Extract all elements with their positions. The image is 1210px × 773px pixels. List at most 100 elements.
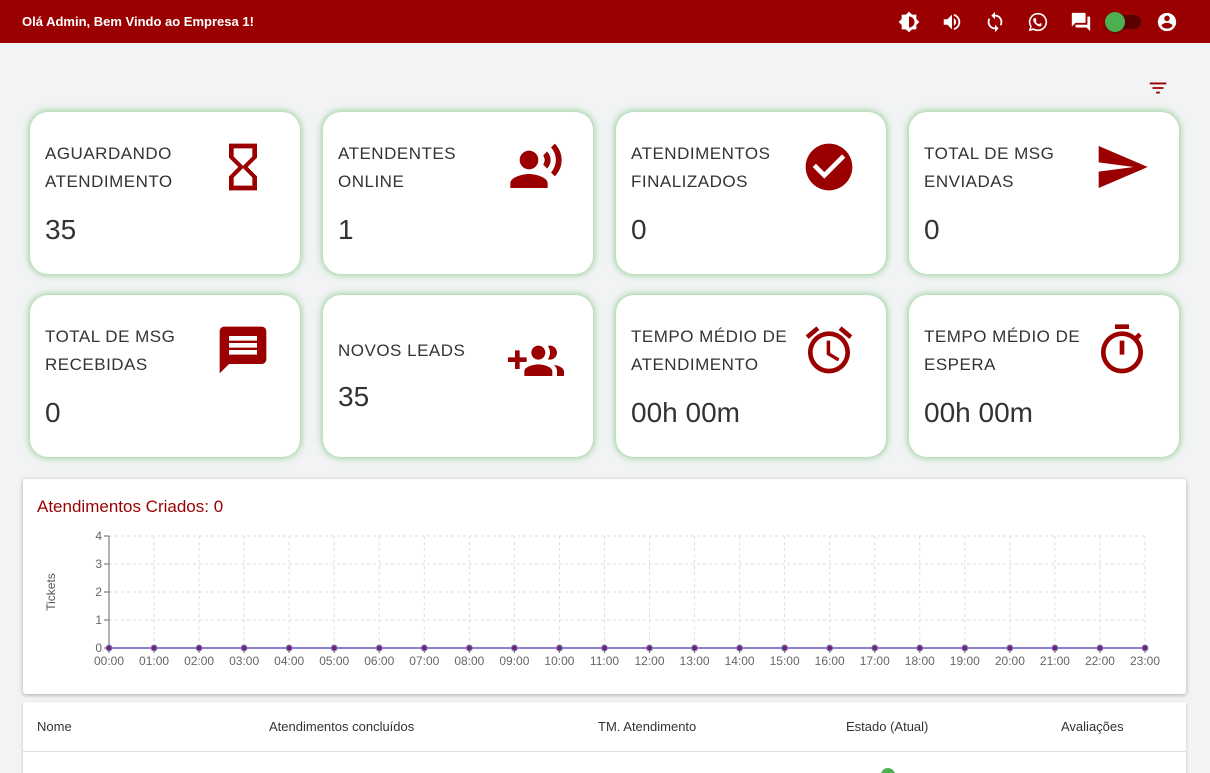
data-point [330, 644, 338, 652]
data-point [781, 644, 789, 652]
data-point [555, 644, 563, 652]
card-value: 0 [45, 397, 61, 428]
data-point [916, 644, 924, 652]
data-point [871, 644, 879, 652]
data-point [420, 644, 428, 652]
card-label: TEMPO MÉDIO DE ATENDIMENTO [631, 327, 788, 374]
column-header-avaliacoes[interactable]: Avaliações [1061, 719, 1124, 734]
timer-icon [1093, 321, 1151, 379]
x-tick-label: 05:00 [319, 654, 349, 668]
whatsapp-icon[interactable] [1016, 0, 1059, 43]
x-tick-label: 19:00 [950, 654, 980, 668]
x-tick-label: 08:00 [454, 654, 484, 668]
card-value: 0 [631, 214, 647, 245]
refresh-icon[interactable] [973, 0, 1016, 43]
data-point [375, 644, 383, 652]
toggle-switch[interactable] [1102, 0, 1145, 43]
x-tick-label: 09:00 [499, 654, 529, 668]
card-label: ATENDENTES ONLINE [338, 144, 457, 191]
x-tick-label: 06:00 [364, 654, 394, 668]
data-point [600, 644, 608, 652]
y-tick-label: 0 [95, 641, 102, 655]
card-value: 35 [45, 214, 77, 245]
card-label: ATENDIMENTOS FINALIZADOS [631, 144, 771, 191]
card-atendentes-online: ATENDENTES ONLINE 1 [323, 112, 593, 274]
alarm-icon [800, 321, 858, 379]
top-app-bar: Olá Admin, Bem Vindo ao Empresa 1! [0, 0, 1210, 43]
x-tick-label: 10:00 [544, 654, 574, 668]
data-point [240, 644, 248, 652]
header-actions [887, 0, 1188, 43]
tickets-line-chart: 0 1 2 3 4 00:00 01:00 02:00 03:00 04:00 05:00 06:00… [44, 529, 1160, 668]
x-tick-label: 00:00 [94, 654, 124, 668]
card-label: AGUARDANDO ATENDIMENTO [45, 144, 173, 191]
data-point [510, 644, 518, 652]
card-label: TOTAL DE MSG RECEBIDAS [45, 327, 176, 374]
y-tick-label: 1 [95, 613, 102, 627]
y-axis-label: Tickets [44, 573, 58, 611]
data-point [961, 644, 969, 652]
x-tick-label: 02:00 [184, 654, 214, 668]
status-indicator-online [881, 768, 895, 773]
group-add-icon [507, 333, 565, 391]
data-point [646, 644, 654, 652]
check-circle-icon [800, 138, 858, 196]
data-point [1096, 644, 1104, 652]
column-header-estado-atual[interactable]: Estado (Atual) [846, 719, 929, 734]
welcome-message: Olá Admin, Bem Vindo ao Empresa 1! [22, 14, 254, 29]
message-icon [214, 321, 272, 379]
send-icon [1093, 138, 1151, 196]
record-voice-icon [507, 138, 565, 196]
card-value: 35 [338, 381, 370, 412]
filter-icon[interactable] [1145, 77, 1171, 99]
x-tick-label: 22:00 [1085, 654, 1115, 668]
data-point [105, 644, 113, 652]
data-point [691, 644, 699, 652]
data-point [1006, 644, 1014, 652]
card-atendimentos-finalizados: ATENDIMENTOS FINALIZADOS 0 [616, 112, 886, 274]
card-value: 1 [338, 214, 354, 245]
x-tick-label: 04:00 [274, 654, 304, 668]
hourglass-icon [214, 138, 272, 196]
data-point [1141, 644, 1149, 652]
attendants-table: Nome Atendimentos concluídos TM. Atendim… [23, 702, 1186, 773]
card-value: 0 [924, 214, 940, 245]
brightness-icon[interactable] [887, 0, 930, 43]
x-tick-label: 13:00 [680, 654, 710, 668]
data-point [195, 644, 203, 652]
card-novos-leads: NOVOS LEADS 35 [323, 295, 593, 457]
data-point [150, 644, 158, 652]
card-tempo-medio-atendimento: TEMPO MÉDIO DE ATENDIMENTO 00h 00m [616, 295, 886, 457]
x-tick-label: 21:00 [1040, 654, 1070, 668]
account-icon[interactable] [1145, 0, 1188, 43]
x-tick-label: 15:00 [770, 654, 800, 668]
card-value: 00h 00m [924, 397, 1033, 428]
data-point [465, 644, 473, 652]
card-label: TEMPO MÉDIO DE ESPERA [924, 327, 1081, 374]
card-label: TOTAL DE MSG ENVIADAS [924, 144, 1055, 191]
column-header-atendimentos-concluidos[interactable]: Atendimentos concluídos [269, 719, 415, 734]
column-header-nome[interactable]: Nome [37, 719, 72, 734]
x-tick-label: 20:00 [995, 654, 1025, 668]
card-total-msg-recebidas: TOTAL DE MSG RECEBIDAS 0 [30, 295, 300, 457]
y-tick-label: 3 [95, 557, 102, 571]
x-tick-label: 23:00 [1130, 654, 1160, 668]
data-point [1051, 644, 1059, 652]
toggle-track [1104, 11, 1141, 32]
column-header-tm-atendimento[interactable]: TM. Atendimento [598, 719, 697, 734]
x-tick-label: 12:00 [635, 654, 665, 668]
data-point [285, 644, 293, 652]
x-tick-label: 11:00 [590, 654, 619, 668]
x-tick-label: 18:00 [905, 654, 935, 668]
card-aguardando: AGUARDANDO ATENDIMENTO 35 [30, 112, 300, 274]
chart-panel: Atendimentos Criados: 0 0 1 2 3 4 00:00 01:00 0… [23, 479, 1186, 694]
chat-icon[interactable] [1059, 0, 1102, 43]
volume-icon[interactable] [930, 0, 973, 43]
table-header: Nome Atendimentos concluídos TM. Atendim… [23, 702, 1186, 752]
y-tick-label: 2 [95, 585, 102, 599]
x-tick-label: 07:00 [409, 654, 439, 668]
x-tick-label: 01:00 [139, 654, 169, 668]
data-point [826, 644, 834, 652]
x-tick-label: 03:00 [229, 654, 259, 668]
chart-title: Atendimentos Criados: 0 [37, 497, 224, 516]
